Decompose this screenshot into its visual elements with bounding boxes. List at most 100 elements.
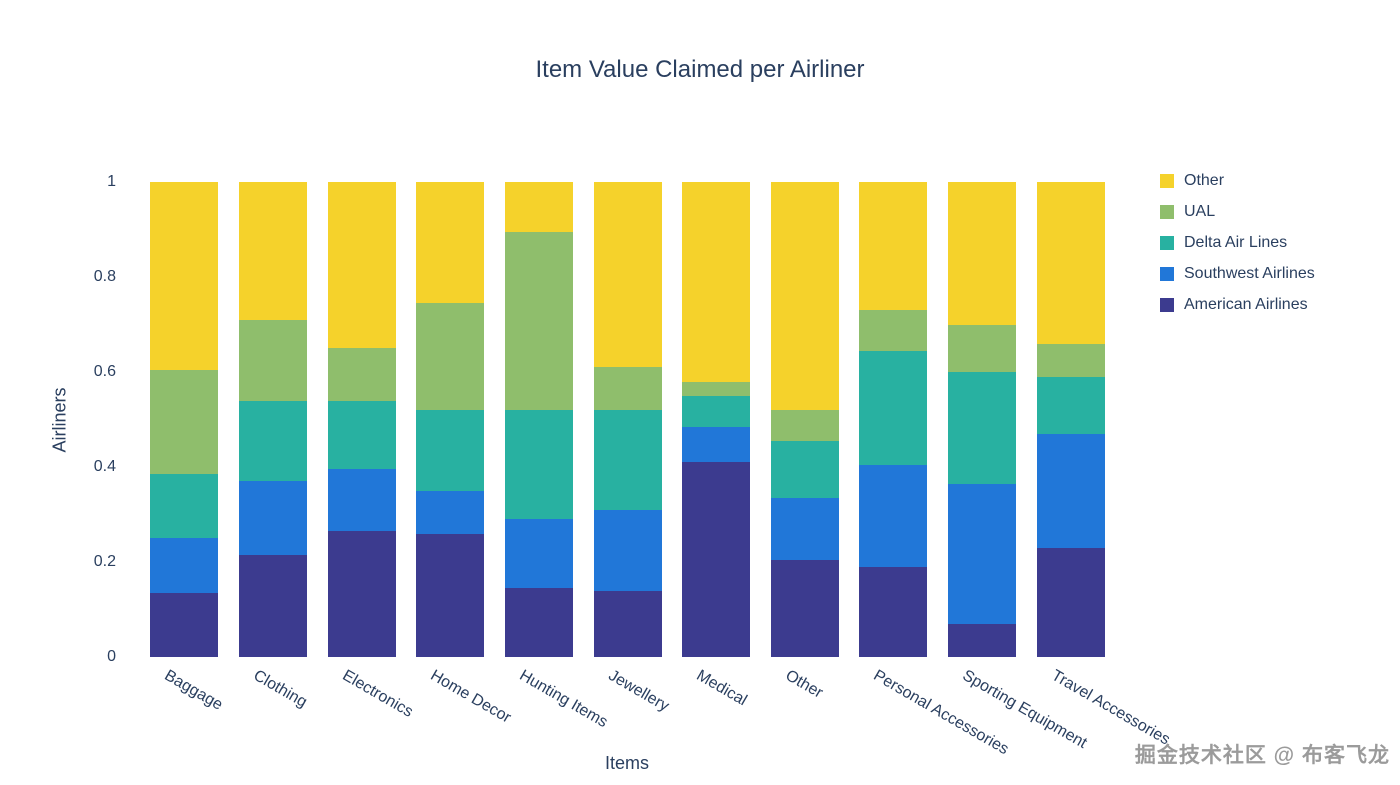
y-tick-label: 0.8 xyxy=(93,268,116,285)
bar-segment-other[interactable] xyxy=(770,182,839,410)
bar-segment-delta-air-lines[interactable] xyxy=(770,440,839,498)
stacked-bar-home-decor[interactable] xyxy=(416,182,485,657)
stacked-bar-medical[interactable] xyxy=(682,182,751,657)
bar-segment-southwest-airlines[interactable] xyxy=(859,464,928,567)
bar-segment-other[interactable] xyxy=(504,182,573,232)
legend-label: UAL xyxy=(1184,203,1216,220)
legend-swatch-icon xyxy=(1160,236,1174,250)
legend-swatch-icon xyxy=(1160,205,1174,219)
stacked-bar-baggage[interactable] xyxy=(150,182,219,657)
bar-segment-ual[interactable] xyxy=(1036,343,1105,377)
bar-segment-southwest-airlines[interactable] xyxy=(1036,433,1105,548)
bar-segment-southwest-airlines[interactable] xyxy=(770,497,839,560)
bar-segment-ual[interactable] xyxy=(327,348,396,401)
stacked-bar-travel-accessories[interactable] xyxy=(1036,182,1105,657)
x-tick-label: Hunting Items xyxy=(516,667,611,732)
bar-segment-ual[interactable] xyxy=(682,381,751,396)
bar-segment-ual[interactable] xyxy=(416,303,485,410)
stacked-bar-sporting-equipment[interactable] xyxy=(948,182,1017,657)
bar-segment-american-airlines[interactable] xyxy=(504,588,573,657)
y-axis-ticks: 0 0.2 0.4 0.6 0.8 1 xyxy=(0,173,128,665)
stacked-bar-clothing[interactable] xyxy=(238,182,307,657)
bar-segment-other[interactable] xyxy=(327,182,396,349)
bar-segment-ual[interactable] xyxy=(770,410,839,441)
bar-segment-other[interactable] xyxy=(948,182,1017,325)
bar-segment-southwest-airlines[interactable] xyxy=(593,509,662,591)
x-tick-label: Medical xyxy=(693,667,750,710)
bar-segment-ual[interactable] xyxy=(150,369,219,475)
bar-segment-delta-air-lines[interactable] xyxy=(1036,376,1105,434)
bar-segment-american-airlines[interactable] xyxy=(859,566,928,657)
bar-segment-other[interactable] xyxy=(593,182,662,368)
bar-segment-ual[interactable] xyxy=(859,310,928,351)
bar-segment-delta-air-lines[interactable] xyxy=(416,410,485,491)
bar-segment-southwest-airlines[interactable] xyxy=(504,519,573,589)
bar-segment-delta-air-lines[interactable] xyxy=(504,410,573,520)
bar-segment-american-airlines[interactable] xyxy=(1036,547,1105,657)
bar-segment-american-airlines[interactable] xyxy=(150,592,219,657)
bar-segment-american-airlines[interactable] xyxy=(770,559,839,657)
y-tick-label: 0.6 xyxy=(93,363,116,380)
x-tick-label: Clothing xyxy=(250,667,310,712)
legend-item-american-airlines[interactable]: American Airlines xyxy=(1160,296,1315,314)
legend-item-delta-air-lines[interactable]: Delta Air Lines xyxy=(1160,234,1315,252)
x-tick-label: Other xyxy=(782,667,826,702)
bar-segment-american-airlines[interactable] xyxy=(593,590,662,657)
bar-segment-american-airlines[interactable] xyxy=(238,554,307,657)
bar-segment-delta-air-lines[interactable] xyxy=(327,400,396,470)
legend-item-southwest-airlines[interactable]: Southwest Airlines xyxy=(1160,265,1315,283)
legend-swatch-icon xyxy=(1160,174,1174,188)
bar-segment-delta-air-lines[interactable] xyxy=(238,400,307,482)
bar-segment-other[interactable] xyxy=(1036,182,1105,344)
bar-segment-american-airlines[interactable] xyxy=(327,531,396,657)
bar-segment-ual[interactable] xyxy=(593,367,662,410)
bar-segment-delta-air-lines[interactable] xyxy=(682,395,751,427)
legend-label: Delta Air Lines xyxy=(1184,234,1288,251)
stacked-bar-hunting-items[interactable] xyxy=(504,182,573,657)
stacked-bar-electronics[interactable] xyxy=(327,182,396,657)
bar-segment-american-airlines[interactable] xyxy=(948,623,1017,657)
y-tick-label: 0.4 xyxy=(93,458,116,475)
y-tick-label: 0.2 xyxy=(93,553,116,570)
stacked-bar-jewellery[interactable] xyxy=(593,182,662,657)
legend-item-ual[interactable]: UAL xyxy=(1160,203,1315,221)
bar-segment-delta-air-lines[interactable] xyxy=(593,410,662,510)
bar-segment-other[interactable] xyxy=(859,182,928,311)
legend-swatch-icon xyxy=(1160,267,1174,281)
bar-segment-delta-air-lines[interactable] xyxy=(150,474,219,539)
chart-title: Item Value Claimed per Airliner xyxy=(535,56,865,83)
legend-label: American Airlines xyxy=(1184,296,1308,313)
x-tick-label: Baggage xyxy=(161,667,226,714)
legend-swatch-icon xyxy=(1160,298,1174,312)
bar-segment-southwest-airlines[interactable] xyxy=(238,481,307,555)
bar-segment-southwest-airlines[interactable] xyxy=(948,483,1017,624)
x-tick-label: Jewellery xyxy=(605,667,672,716)
bar-segment-other[interactable] xyxy=(238,182,307,320)
bar-segment-southwest-airlines[interactable] xyxy=(416,490,485,534)
y-tick-label: 1 xyxy=(107,173,116,190)
legend-label: Southwest Airlines xyxy=(1184,265,1315,282)
bar-segment-southwest-airlines[interactable] xyxy=(682,426,751,463)
bar-segment-ual[interactable] xyxy=(504,231,573,410)
legend-item-other[interactable]: Other xyxy=(1160,172,1315,190)
bar-segment-ual[interactable] xyxy=(238,319,307,401)
stacked-bar-other[interactable] xyxy=(770,182,839,657)
bar-segment-southwest-airlines[interactable] xyxy=(327,469,396,532)
bar-segment-american-airlines[interactable] xyxy=(682,462,751,657)
bar-segment-ual[interactable] xyxy=(948,324,1017,372)
legend: Other UAL Delta Air Lines Southwest Airline… xyxy=(1160,172,1315,314)
y-tick-label: 0 xyxy=(107,648,116,665)
bar-segment-other[interactable] xyxy=(150,182,219,370)
bar-segment-american-airlines[interactable] xyxy=(416,533,485,657)
plot-area xyxy=(140,182,1115,657)
bar-segment-delta-air-lines[interactable] xyxy=(948,372,1017,484)
bar-segment-delta-air-lines[interactable] xyxy=(859,350,928,465)
bar-segment-southwest-airlines[interactable] xyxy=(150,538,219,593)
stacked-bar-personal-accessories[interactable] xyxy=(859,182,928,657)
bar-segment-other[interactable] xyxy=(416,182,485,304)
bar-segment-other[interactable] xyxy=(682,182,751,382)
legend-label: Other xyxy=(1184,172,1225,189)
x-axis-title: Items xyxy=(604,753,650,773)
watermark: 掘金技术社区 @ 布客飞龙 xyxy=(1134,744,1390,767)
